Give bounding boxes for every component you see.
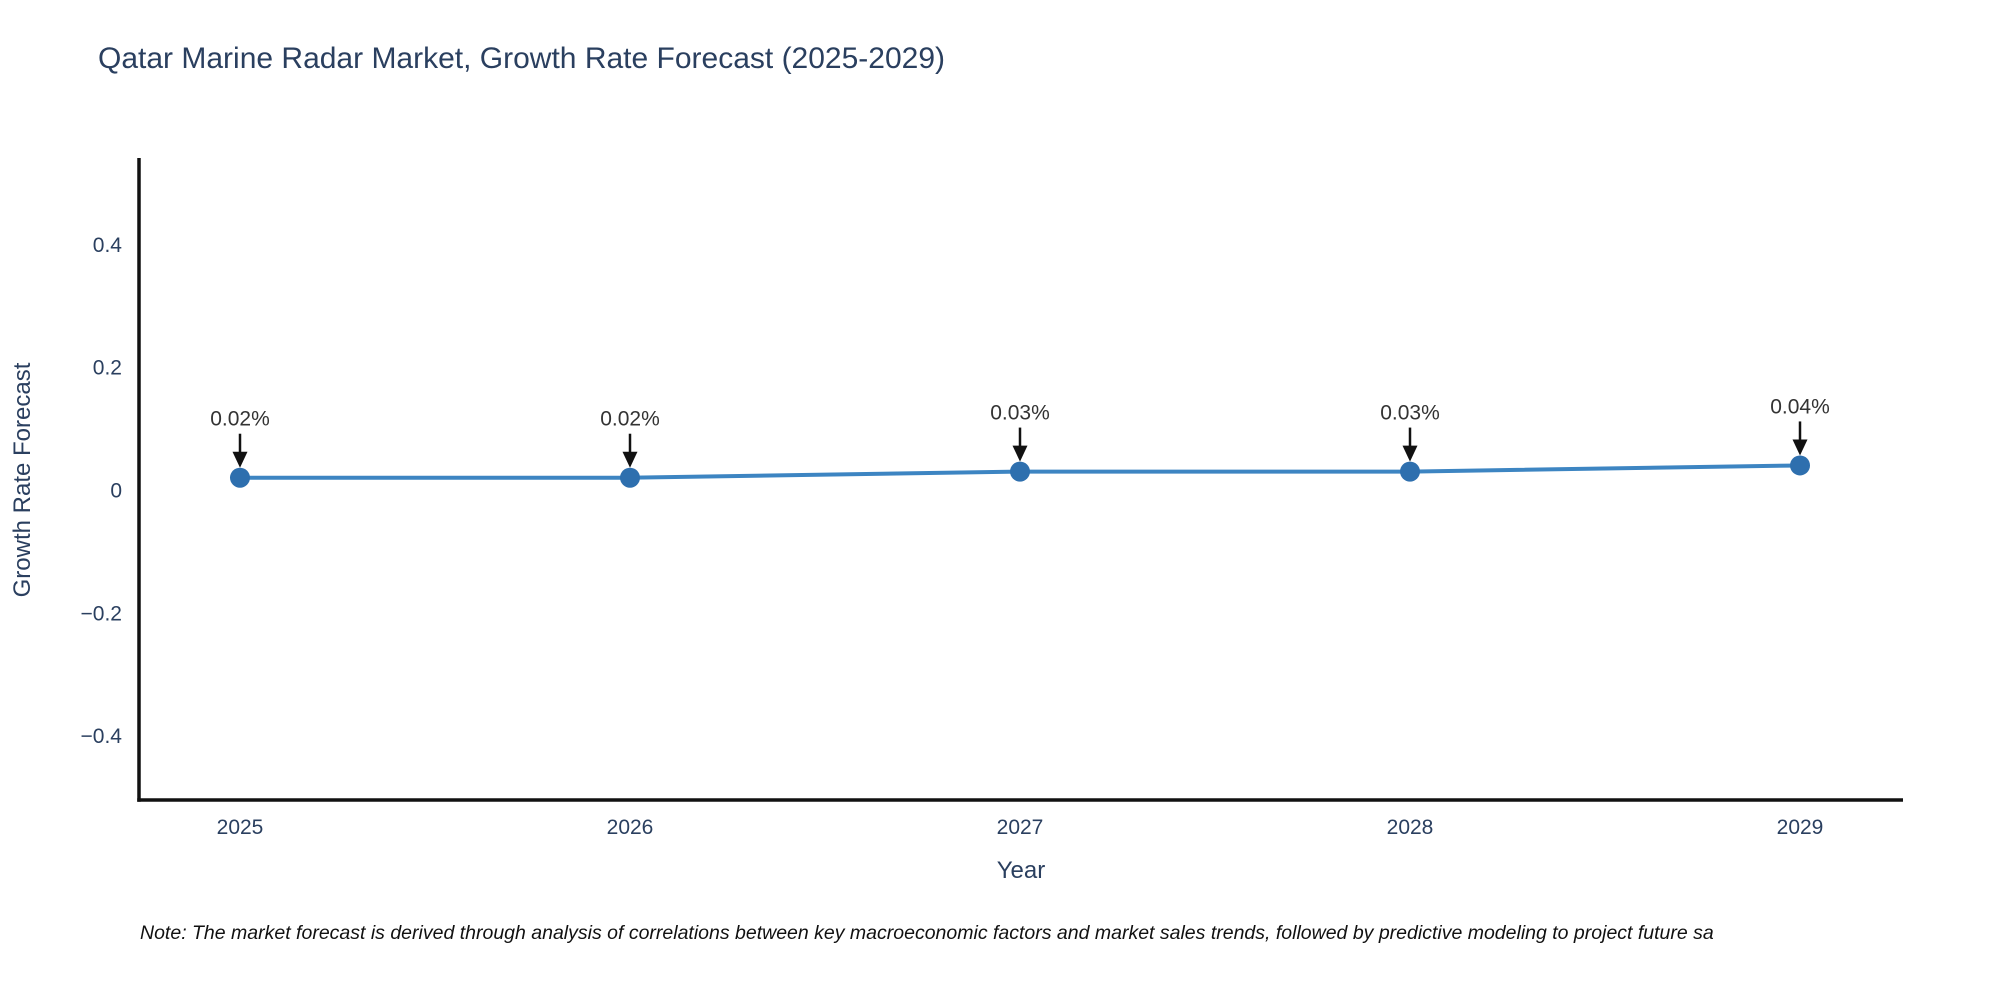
footnote: Note: The market forecast is derived thr…: [140, 922, 1714, 944]
y-axis-tick-labels: 0.4 0.2 0 −0.2 −0.4: [81, 234, 123, 748]
x-axis-tick-labels: 2025 2026 2027 2028 2029: [217, 816, 1824, 839]
axis-spines: [137, 158, 1903, 802]
y-tick-label: 0.2: [93, 357, 122, 380]
x-tick-label: 2026: [607, 816, 654, 839]
data-point-value-label: 0.03%: [990, 402, 1050, 425]
x-axis-title: Year: [997, 857, 1046, 884]
data-point-marker: [230, 467, 250, 488]
y-axis-title: Growth Rate Forecast: [9, 362, 36, 597]
data-point-marker: [1400, 461, 1420, 482]
chart-title: Qatar Marine Radar Market, Growth Rate F…: [98, 42, 945, 75]
annotation-arrowhead-icon: [1792, 439, 1808, 456]
x-tick-label: 2028: [1387, 816, 1434, 839]
data-point-value-label: 0.04%: [1770, 395, 1830, 418]
y-tick-label: 0: [110, 480, 122, 503]
y-tick-label: −0.2: [81, 602, 122, 625]
y-tick-label: 0.4: [93, 234, 123, 257]
annotation-arrowhead-icon: [232, 451, 248, 468]
data-point-marker: [1010, 461, 1030, 482]
x-tick-label: 2029: [1777, 816, 1824, 839]
annotation-arrowhead-icon: [622, 451, 638, 468]
annotation-arrowhead-icon: [1012, 445, 1028, 462]
data-point-value-label: 0.03%: [1380, 402, 1440, 425]
forecast-line-series: [230, 455, 1810, 488]
data-point-value-label: 0.02%: [210, 408, 270, 431]
y-tick-label: −0.4: [81, 725, 123, 748]
annotation-arrowhead-icon: [1402, 445, 1418, 462]
x-tick-label: 2025: [217, 816, 264, 839]
data-point-annotations: 0.02% 0.02% 0.03% 0.03% 0.04%: [210, 395, 1830, 468]
data-point-value-label: 0.02%: [600, 408, 660, 431]
x-tick-label: 2027: [997, 816, 1044, 839]
data-point-marker: [620, 467, 640, 488]
data-point-marker: [1790, 455, 1810, 476]
